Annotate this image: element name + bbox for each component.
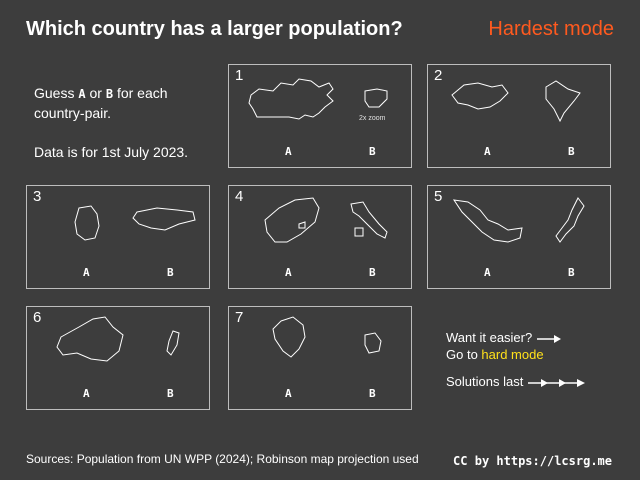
country-a-shape [56, 316, 124, 362]
country-a-shape [248, 78, 334, 120]
puzzle-panel-6: 6 A B [26, 306, 210, 410]
country-b-shape [364, 88, 388, 108]
panel-number: 2 [434, 67, 443, 84]
sources-note: Sources: Population from UN WPP (2024); … [26, 452, 419, 466]
country-shapes [74, 205, 196, 241]
puzzle-panel-3: 3 A B [26, 185, 210, 289]
puzzle-panel-2: 2 A B [427, 64, 611, 168]
triple-arrow-right-icon [527, 378, 585, 387]
puzzle-panel-4: 4 A B [228, 185, 412, 289]
country-a-shape [272, 316, 306, 358]
puzzle-panel-5: 5 A B [427, 185, 611, 289]
solutions-hint[interactable]: Solutions last [446, 374, 587, 389]
country-a-inner [298, 221, 306, 229]
option-b-label[interactable]: B [369, 145, 377, 158]
panel-number: 5 [434, 188, 443, 205]
country-shapes [452, 197, 585, 243]
country-shapes [56, 316, 180, 362]
panel-number: 1 [235, 67, 244, 84]
license-credit[interactable]: CC by https://lcsrg.me [453, 454, 612, 468]
country-b-shape [364, 332, 382, 354]
option-b-label[interactable]: B [568, 266, 576, 279]
easier-hint[interactable]: Want it easier? [446, 330, 562, 345]
option-a-label[interactable]: A [285, 266, 293, 279]
hard-mode-link[interactable]: hard mode [481, 347, 544, 362]
country-b-shape [166, 330, 180, 356]
country-a-shape [452, 199, 523, 243]
option-b-label[interactable]: B [167, 387, 175, 400]
page-title: Which country has a larger population? [26, 18, 403, 40]
option-a-label[interactable]: A [484, 266, 492, 279]
option-b-label[interactable]: B [568, 145, 576, 158]
country-shapes [264, 197, 388, 243]
option-a-label[interactable]: A [83, 266, 91, 279]
option-b-label[interactable]: B [167, 266, 175, 279]
option-a-label[interactable]: A [285, 387, 293, 400]
panel-number: 3 [33, 188, 42, 205]
option-a-label[interactable]: A [83, 387, 91, 400]
panel-number: 7 [235, 309, 244, 326]
country-a-shape [74, 205, 100, 241]
solutions-text: Solutions last [446, 374, 524, 389]
country-shapes [451, 80, 581, 123]
instructions: Guess A or B for each country-pair. Data… [34, 84, 204, 182]
puzzle-panel-1: 1 2x zoom A B [228, 64, 412, 168]
guess-option-b: B [105, 87, 114, 101]
country-shapes [272, 316, 382, 358]
country-b-shape [350, 201, 388, 239]
option-b-label[interactable]: B [369, 387, 377, 400]
panel-number: 6 [33, 309, 42, 326]
country-b-shape [555, 197, 585, 243]
guess-option-a: A [78, 87, 86, 101]
country-b-shape [132, 207, 196, 231]
date-note: Data is for 1st July 2023. [34, 144, 189, 160]
option-b-label[interactable]: B [369, 266, 377, 279]
easier-hint-text: Want it easier? [446, 330, 533, 345]
arrow-right-icon [536, 334, 561, 343]
zoom-note: 2x zoom [359, 115, 386, 122]
country-shapes [248, 78, 388, 120]
goto-text: Go to [446, 347, 478, 362]
hard-mode-link-row[interactable]: Go to hard mode [446, 347, 544, 362]
mode-label: Hardest mode [488, 18, 614, 40]
guess-suffix-text: for each country-pair. [34, 85, 168, 121]
option-a-label[interactable]: A [484, 145, 492, 158]
country-b-shape [545, 80, 581, 123]
option-a-label[interactable]: A [285, 145, 293, 158]
country-a-shape [264, 197, 320, 243]
guess-text: Guess [34, 85, 75, 101]
puzzle-panel-7: 7 A B [228, 306, 412, 410]
guess-or-text: or [89, 85, 102, 101]
country-a-shape [451, 82, 509, 110]
panel-number: 4 [235, 188, 244, 205]
country-b-island [354, 227, 364, 237]
